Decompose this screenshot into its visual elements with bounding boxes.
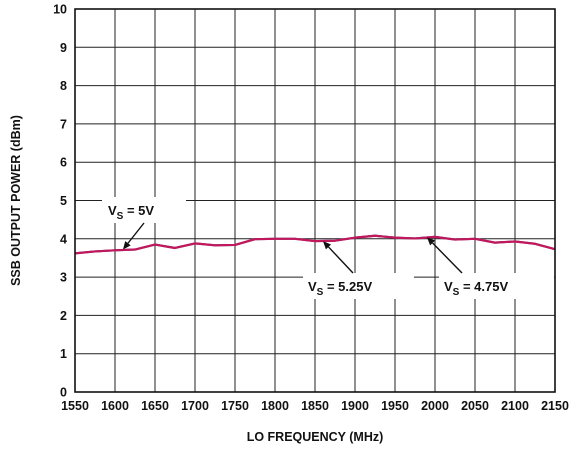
y-tick-label: 0 <box>60 386 67 400</box>
plot-frame <box>74 8 556 393</box>
annotation-arrow-line <box>127 222 145 244</box>
y-tick-label: 6 <box>60 156 67 170</box>
y-tick-label: 7 <box>60 117 67 131</box>
series-layer <box>74 234 556 255</box>
x-tick-label: 1550 <box>61 399 89 413</box>
x-tick-label: 2050 <box>461 399 489 413</box>
annotation-background <box>303 273 414 299</box>
series-line <box>74 234 556 255</box>
annotation-arrowhead <box>323 241 332 250</box>
annotation-background <box>102 197 186 223</box>
annotation-label: VS = 5.25V <box>308 279 372 298</box>
annotation-arrow-line <box>432 242 463 274</box>
y-tick-label: 8 <box>60 79 67 93</box>
x-tick-label: 1750 <box>221 399 249 413</box>
y-tick-label: 1 <box>60 347 67 361</box>
x-tick-label: 1900 <box>341 399 369 413</box>
x-tick-label: 1600 <box>101 399 129 413</box>
annotation-background <box>439 273 554 299</box>
y-axis-title: SSB OUTPUT POWER (dBm) <box>9 115 23 286</box>
y-tick-label: 3 <box>60 271 67 285</box>
x-tick-label: 1700 <box>181 399 209 413</box>
series-annotation: VS = 5V <box>102 197 186 250</box>
annotation-label: VS = 5V <box>108 203 154 222</box>
x-tick-label: 1850 <box>301 399 329 413</box>
x-tick-label: 2000 <box>421 399 449 413</box>
annotation-label: VS = 4.75V <box>444 279 508 298</box>
annotation-arrowhead <box>123 241 131 250</box>
x-axis-title: LO FREQUENCY (MHz) <box>247 430 384 444</box>
y-tick-label: 9 <box>60 41 67 55</box>
series-annotation: VS = 5.25V <box>303 241 414 299</box>
y-tick-label: 10 <box>53 3 67 17</box>
annotation-arrowhead <box>427 237 436 246</box>
y-tick-labels: 0 1 2 3 4 5 6 7 8 9 10 <box>53 3 67 400</box>
series-annotation: VS = 4.75V <box>427 237 554 299</box>
x-tick-label: 1950 <box>381 399 409 413</box>
x-tick-label: 1800 <box>261 399 289 413</box>
x-tick-labels: 1550 1600 1650 1700 1750 1800 1850 1900 1950 2000… <box>61 399 569 413</box>
x-tick-label: 2150 <box>541 399 569 413</box>
y-tick-label: 4 <box>60 232 67 246</box>
y-tick-label: 5 <box>60 194 67 208</box>
annotation-arrow-line <box>327 246 354 274</box>
y-tick-label: 2 <box>60 309 67 323</box>
x-tick-label: 1650 <box>141 399 169 413</box>
x-tick-label: 2100 <box>501 399 529 413</box>
annotations: VS = 5V VS = 5.25V VS = 4.75V <box>102 197 554 299</box>
